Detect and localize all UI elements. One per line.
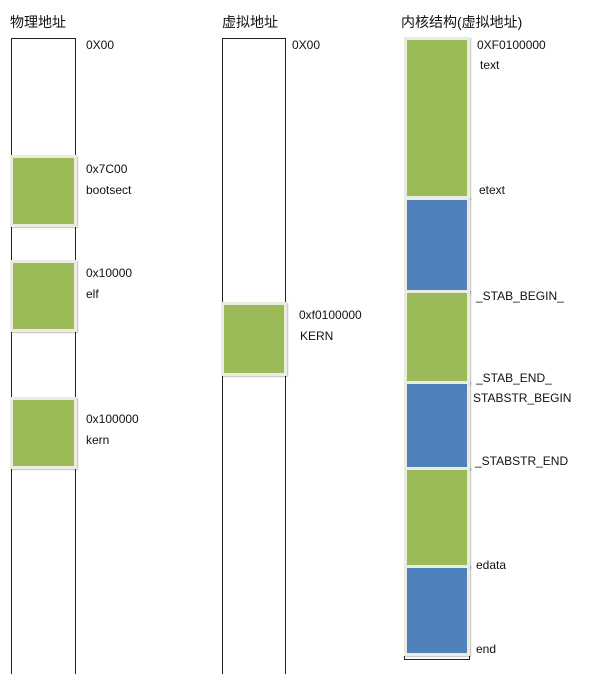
bss-section-block xyxy=(404,565,470,656)
stab-end-label: _STAB_END_ xyxy=(476,371,552,385)
stab-begin-label: _STAB_BEGIN_ xyxy=(476,289,564,303)
physical-top-address-label: 0X00 xyxy=(86,38,115,52)
elf-block xyxy=(10,260,77,332)
virtual-kern-address-label: 0xf0100000 xyxy=(299,308,362,322)
text-section-block xyxy=(404,37,470,199)
stab-gap-block xyxy=(404,290,470,384)
kern-name-label: kern xyxy=(86,433,110,447)
elf-name-label: elf xyxy=(86,287,99,301)
edata-label: edata xyxy=(476,558,507,572)
data-section-block xyxy=(404,467,470,568)
kern-address-label: 0x100000 xyxy=(86,412,139,426)
text-label: text xyxy=(480,58,500,72)
virtual-address-title: 虚拟地址 xyxy=(222,14,278,30)
kernel-structure-title: 内核结构(虚拟地址) xyxy=(401,14,523,30)
kern-block xyxy=(10,397,77,469)
physical-address-title: 物理地址 xyxy=(10,14,66,30)
etext-label: etext xyxy=(479,183,506,197)
physical-memory-column xyxy=(11,38,76,674)
kernel-start-address-label: 0XF0100000 xyxy=(477,38,546,52)
stabstr-end-label: _STABSTR_END xyxy=(475,454,569,468)
stab-section-block xyxy=(404,197,470,293)
virtual-top-address-label: 0X00 xyxy=(292,38,321,52)
bootsect-name-label: bootsect xyxy=(86,183,132,197)
virtual-kern-name-label: KERN xyxy=(300,329,334,343)
stabstr-section-block xyxy=(404,381,470,470)
virtual-kern-block xyxy=(221,302,287,376)
stabstr-begin-label: STABSTR_BEGIN xyxy=(473,391,572,405)
end-label: end xyxy=(476,642,497,656)
elf-address-label: 0x10000 xyxy=(86,266,133,280)
bootsect-address-label: 0x7C00 xyxy=(86,162,128,176)
bootsect-block xyxy=(10,155,77,227)
